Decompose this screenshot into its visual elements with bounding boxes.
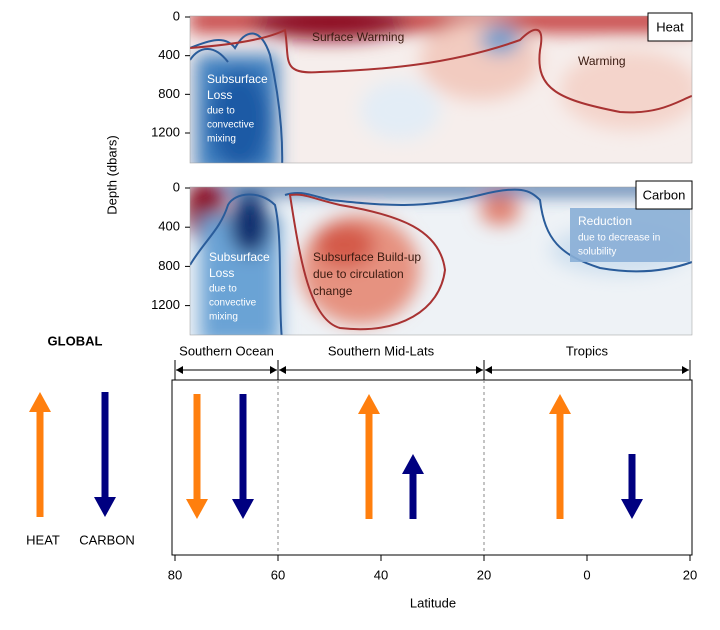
flux-arrow-head [29,392,51,412]
panel-frame [189,15,693,164]
annotation: Surface Warming [312,30,404,44]
region-box [171,379,693,556]
region-label: Southern Mid-Lats [328,343,435,358]
panel-label: Heat [656,19,684,34]
x-tick-label: 80 [168,567,182,582]
legend-label: HEAT [26,532,60,547]
x-tick-label: 60 [271,567,285,582]
annotation: due to [207,106,235,117]
annotation: Reduction [578,214,632,228]
y-tick-label: 1200 [151,124,180,139]
flux-arrow-head [358,394,380,414]
annotation: change [313,284,353,298]
y-tick-label: 800 [158,86,180,101]
y-tick-label: 400 [158,47,180,62]
y-tick-label: 800 [158,258,180,273]
flux-arrow-head [621,499,643,519]
y-tick-label: 0 [173,8,180,23]
y-axis-label: Depth (dbars) [104,135,119,214]
annotation: due to [209,284,237,295]
panel-label: Carbon [643,187,686,202]
carbon-field [190,187,692,335]
region-label: Tropics [566,343,609,358]
annotation: due to decrease in [578,233,660,244]
annotation: Loss [207,88,232,102]
annotation: Warming [578,54,626,68]
annotation: mixing [209,312,238,323]
flux-arrow-head [549,394,571,414]
annotation: convective [209,298,257,309]
annotation: Loss [209,266,234,280]
annotation: Subsurface Build-up [313,250,421,264]
panel-label-box [647,12,693,42]
annotation: solubility [578,247,616,258]
x-tick-label: 40 [374,567,388,582]
annotation: mixing [207,134,236,145]
y-tick-label: 0 [173,179,180,194]
x-axis-label: Latitude [410,595,456,610]
y-tick-label: 400 [158,219,180,234]
legend-label: CARBON [79,532,135,547]
annotation: Subsurface [209,250,270,264]
flux-arrow-head [402,454,424,474]
flux-arrow-head [186,499,208,519]
x-tick-label: 20 [477,567,491,582]
annotation: due to circulation [313,267,404,281]
y-tick-label: 1200 [151,297,180,312]
region-label: Southern Ocean [179,343,274,358]
panel-frame [189,186,693,336]
annotation: convective [207,120,255,131]
annotation: Subsurface [207,72,268,86]
panel-label-box [635,180,693,210]
flux-arrow-head [94,497,116,517]
heat-field [190,16,692,163]
x-tick-label: 0 [583,567,590,582]
x-tick-label: 20 [683,567,697,582]
flux-arrow-head [232,499,254,519]
global-title: GLOBAL [48,333,103,348]
